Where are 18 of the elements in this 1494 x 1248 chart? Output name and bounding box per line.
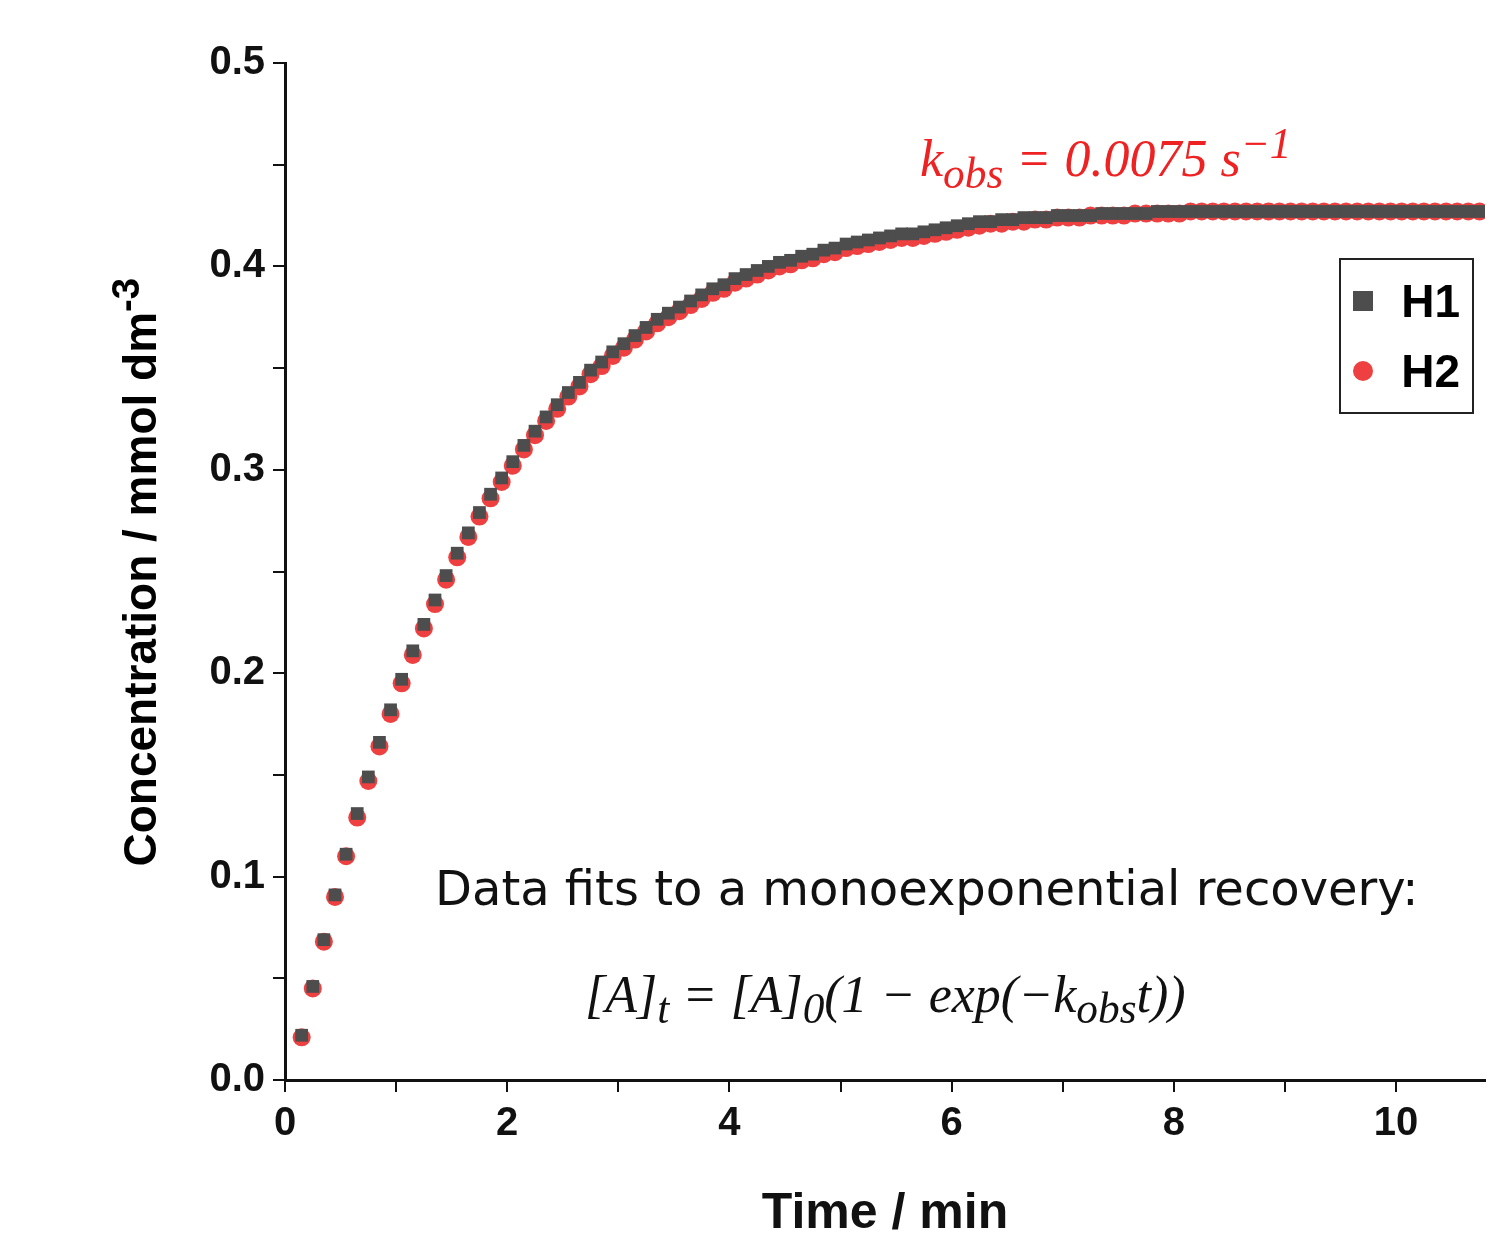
x-tick-label: 4 xyxy=(718,1099,742,1144)
x-axis-title: Time / min xyxy=(761,1182,1009,1239)
y-tick-label: 0.4 xyxy=(209,241,266,286)
y-tick-label: 0.3 xyxy=(209,444,265,489)
x-tick-label: 0 xyxy=(273,1099,297,1144)
annotation: Data fits to a monoexponential recovery: xyxy=(435,860,1419,916)
x-tick-label: 10 xyxy=(1373,1099,1419,1144)
legend-label: H2 xyxy=(1401,344,1460,398)
y-tick-label: 0.2 xyxy=(209,648,265,693)
x-tick-label: 6 xyxy=(940,1099,963,1144)
y-tick-label: 0.5 xyxy=(209,38,265,83)
y-tick-label: 0.0 xyxy=(209,1055,265,1100)
x-tick-label: 8 xyxy=(1162,1099,1186,1144)
legend-label: H1 xyxy=(1401,274,1460,328)
x-tick-label: 2 xyxy=(496,1099,519,1144)
annotation: [A]$_{t}$ = [A]$_{0}$(1 − exp(−k$_{obs}$t)) xyxy=(585,965,1186,1034)
annotation: k$_{obs}$ = 0.0075 s$^{−1}$ xyxy=(920,118,1292,198)
y-tick-label: 0.1 xyxy=(209,851,265,896)
